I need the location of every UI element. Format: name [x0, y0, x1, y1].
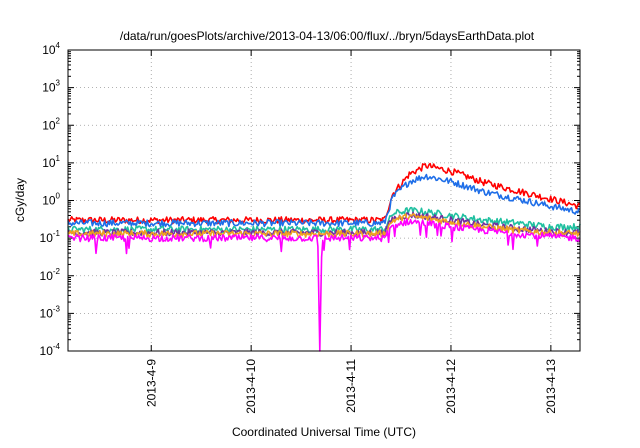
series-line-2 — [67, 173, 581, 228]
x-tick-label: 2013-4-11 — [344, 359, 358, 413]
x-tick-label: 2013-4-10 — [244, 359, 258, 414]
series-line-6 — [67, 218, 581, 352]
y-tick-label: 10-4 — [40, 342, 61, 358]
series-layer — [67, 162, 581, 352]
x-ticks: 2013-4-9 2013-4-10 2013-4-11 2013-4-12 2013-… — [144, 50, 558, 414]
y-tick-label: 100 — [42, 192, 60, 208]
series-line-1 — [67, 162, 581, 225]
x-axis-label: Coordinated Universal Time (UTC) — [232, 425, 416, 439]
x-tick-label: 2013-4-9 — [144, 359, 158, 407]
x-tick-label: 2013-4-13 — [544, 359, 558, 414]
y-tick-label: 102 — [42, 116, 60, 132]
y-tick-label: 10-2 — [40, 267, 61, 283]
y-tick-label: 103 — [42, 79, 60, 95]
y-tick-label: 101 — [42, 154, 60, 170]
y-tick-label: 104 — [42, 41, 60, 57]
y-tick-label: 10-1 — [40, 229, 61, 245]
y-ticks: 10-4 10-3 10-2 10-1 100 101 102 103 104 — [40, 41, 580, 358]
series-line-5 — [67, 213, 581, 238]
x-tick-label: 2013-4-12 — [444, 359, 458, 414]
y-tick-label: 10-3 — [40, 304, 61, 320]
series-line-3 — [67, 206, 581, 234]
y-axis-label: cGy/day — [13, 178, 27, 222]
chart-title: /data/run/goesPlots/archive/2013-04-13/0… — [120, 29, 535, 43]
grid — [68, 50, 580, 351]
plot-frame — [67, 49, 581, 352]
